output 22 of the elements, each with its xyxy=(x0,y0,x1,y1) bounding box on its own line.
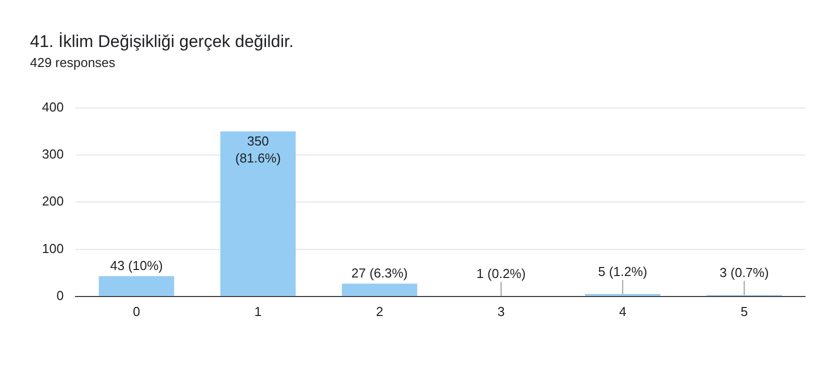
chart-title: 41. İklim Değişikliği gerçek değildir. xyxy=(30,32,294,52)
bar xyxy=(220,131,296,296)
data-label: 350 (81.6%) xyxy=(235,133,281,166)
x-tick-label: 3 xyxy=(498,304,505,319)
x-tick-label: 2 xyxy=(376,304,384,319)
y-tick-label: 0 xyxy=(56,288,64,303)
bar xyxy=(98,276,174,296)
x-tick-label: 1 xyxy=(254,304,262,319)
data-label: 5 (1.2%) xyxy=(598,264,648,280)
bar xyxy=(342,284,418,296)
chart-subtitle: 429 responses xyxy=(30,55,116,70)
y-tick-label: 300 xyxy=(42,146,64,162)
y-tick-label: 400 xyxy=(42,99,64,114)
data-label: 1 (0.2%) xyxy=(476,266,526,281)
x-tick-label: 0 xyxy=(132,304,140,319)
x-tick-label: 5 xyxy=(740,304,748,319)
y-tick-label: 200 xyxy=(42,194,64,209)
y-tick-label: 100 xyxy=(42,240,64,256)
data-label: 27 (6.3%) xyxy=(351,266,408,281)
data-label: 3 (0.7%) xyxy=(720,264,769,280)
data-label: 43 (10%) xyxy=(110,258,163,274)
x-tick-label: 4 xyxy=(619,304,626,319)
